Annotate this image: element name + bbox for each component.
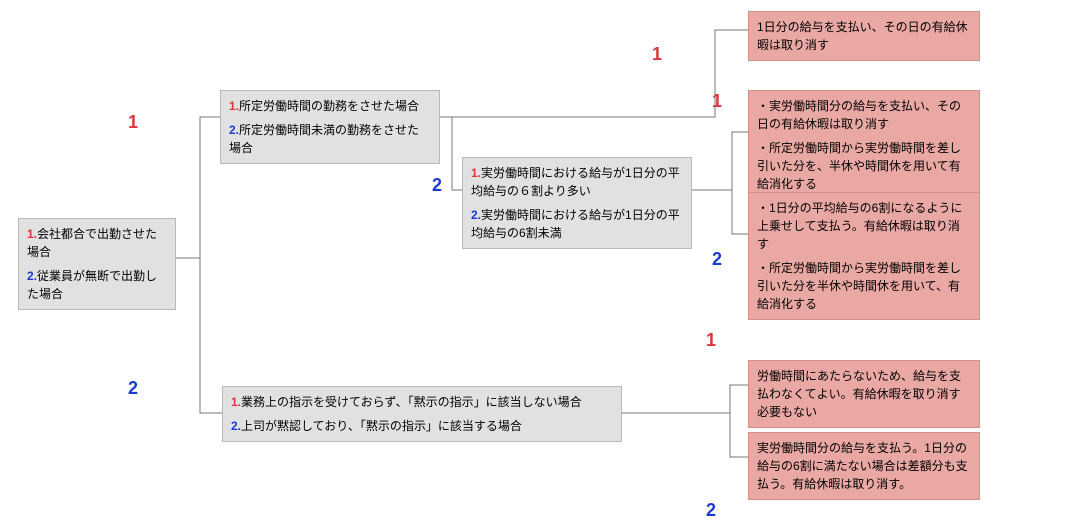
line-text: 労働時間にあたらないため、給与を支払わなくてよい。有給休暇を取り消す必要もない <box>757 369 961 419</box>
line-text: ・1日分の平均給与の6割になるように上乗せして支払う。有給休暇は取り消す <box>757 201 962 251</box>
node-B: 1.所定労働時間の勤務をさせた場合2.所定労働時間未満の勤務をさせた場合 <box>220 90 440 164</box>
node-L1: 1日分の給与を支払い、その日の有給休暇は取り消す <box>748 11 980 61</box>
node-line: 1日分の給与を支払い、その日の有給休暇は取り消す <box>757 18 971 54</box>
line-text: 会社都合で出勤させた場合 <box>27 227 157 259</box>
node-D: 1.実労働時間における給与が1日分の平均給与の６割より多い2.実労働時間における… <box>462 157 692 249</box>
edge-B-L1 <box>440 30 748 117</box>
line-number: 1. <box>229 99 239 113</box>
line-text: 実労働時間における給与が1日分の平均給与の６割より多い <box>471 166 680 198</box>
node-line: 1.会社都合で出勤させた場合 <box>27 225 167 261</box>
node-L2: ・実労働時間分の給与を支払い、その日の有給休暇は取り消す・所定労働時間から実労働… <box>748 90 980 200</box>
node-line: 2.上司が黙認しており、「黙示の指示」に該当する場合 <box>231 417 613 435</box>
line-number: 1. <box>231 395 241 409</box>
node-line: 1.実労働時間における給与が1日分の平均給与の６割より多い <box>471 164 683 200</box>
flowchart-canvas: 1.会社都合で出勤させた場合2.従業員が無断で出勤した場合1.所定労働時間の勤務… <box>0 0 1092 521</box>
node-A: 1.会社都合で出勤させた場合 2.従業員が無断で出勤した場合 <box>18 218 176 310</box>
node-line: 2.実労働時間における給与が1日分の平均給与の6割未満 <box>471 206 683 242</box>
line-text: ・実労働時間分の給与を支払い、その日の有給休暇は取り消す <box>757 99 961 131</box>
edge-label: 1 <box>128 112 138 133</box>
node-C: 1.業務上の指示を受けておらず、「黙示の指示」に該当しない場合2.上司が黙認して… <box>222 386 622 442</box>
line-number: 2. <box>231 419 241 433</box>
line-text: ・所定労働時間から実労働時間を差し引いた分を半休や時間休を用いて、有給消化する <box>757 261 961 311</box>
line-number: 1. <box>27 227 37 241</box>
edge-label: 2 <box>432 175 442 196</box>
node-line: ・1日分の平均給与の6割になるように上乗せして支払う。有給休暇は取り消す <box>757 199 971 253</box>
node-line: ・所定労働時間から実労働時間を差し引いた分を半休や時間休を用いて、有給消化する <box>757 259 971 313</box>
edge-D-L2 <box>692 132 748 190</box>
node-line: ・実労働時間分の給与を支払い、その日の有給休暇は取り消す <box>757 97 971 133</box>
edge-label: 1 <box>712 91 722 112</box>
node-line: 労働時間にあたらないため、給与を支払わなくてよい。有給休暇を取り消す必要もない <box>757 367 971 421</box>
edge-B-D <box>440 117 462 190</box>
line-text: 実労働時間分の給与を支払う。1日分の給与の6割に満たない場合は差額分も支払う。有… <box>757 441 968 491</box>
line-text: 業務上の指示を受けておらず、「黙示の指示」に該当しない場合 <box>241 395 582 409</box>
edge-C-L4 <box>622 385 748 413</box>
edge-label: 2 <box>712 249 722 270</box>
edge-label: 2 <box>128 378 138 399</box>
node-L4: 労働時間にあたらないため、給与を支払わなくてよい。有給休暇を取り消す必要もない <box>748 360 980 428</box>
node-line: 1.業務上の指示を受けておらず、「黙示の指示」に該当しない場合 <box>231 393 613 411</box>
edge-A-C <box>176 258 222 413</box>
line-text: 所定労働時間未満の勤務をさせた場合 <box>229 123 419 155</box>
line-number: 1. <box>471 166 481 180</box>
node-line: ・所定労働時間から実労働時間を差し引いた分を、半休や時間休を用いて有給消化する <box>757 139 971 193</box>
edge-label: 1 <box>706 330 716 351</box>
node-L5: 実労働時間分の給与を支払う。1日分の給与の6割に満たない場合は差額分も支払う。有… <box>748 432 980 500</box>
edge-D-L3 <box>692 190 748 234</box>
line-number: 2. <box>471 208 481 222</box>
line-number: 2. <box>229 123 239 137</box>
node-line: 2.所定労働時間未満の勤務をさせた場合 <box>229 121 431 157</box>
node-line: 実労働時間分の給与を支払う。1日分の給与の6割に満たない場合は差額分も支払う。有… <box>757 439 971 493</box>
node-line: 1.所定労働時間の勤務をさせた場合 <box>229 97 431 115</box>
node-L3: ・1日分の平均給与の6割になるように上乗せして支払う。有給休暇は取り消す・所定労… <box>748 192 980 320</box>
line-text: 従業員が無断で出勤した場合 <box>27 269 157 301</box>
line-text: 実労働時間における給与が1日分の平均給与の6割未満 <box>471 208 680 240</box>
line-text: 所定労働時間の勤務をさせた場合 <box>239 99 419 113</box>
edge-label: 1 <box>652 44 662 65</box>
line-text: ・所定労働時間から実労働時間を差し引いた分を、半休や時間休を用いて有給消化する <box>757 141 961 191</box>
edge-label: 2 <box>706 500 716 521</box>
edge-C-L5 <box>622 413 748 457</box>
line-text: 1日分の給与を支払い、その日の有給休暇は取り消す <box>757 20 968 52</box>
node-line: 2.従業員が無断で出勤した場合 <box>27 267 167 303</box>
line-number: 2. <box>27 269 37 283</box>
line-text: 上司が黙認しており、「黙示の指示」に該当する場合 <box>241 419 522 433</box>
edge-A-B <box>176 117 220 258</box>
